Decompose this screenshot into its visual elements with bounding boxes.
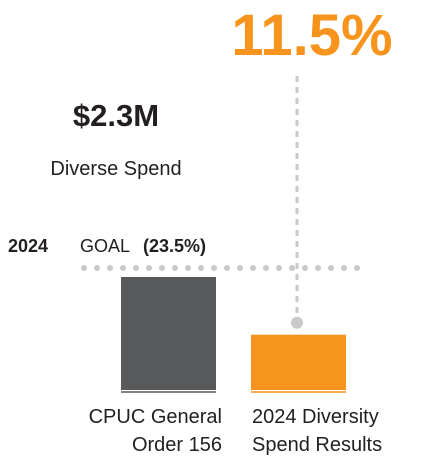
callout-dash [295,307,299,313]
amount: $2.3M [73,98,159,133]
callout-dash [295,241,299,247]
goal-dot [81,265,87,271]
goal-dot [94,265,100,271]
goal-dot [198,265,204,271]
callout-dash [295,175,299,181]
callout-dash [295,131,299,137]
callout-dot [291,316,303,329]
goal-dot [341,265,347,271]
callout-dash [295,109,299,115]
goal-dot [185,265,191,271]
goal-dot [354,265,360,271]
bar [251,334,346,390]
goal-dot [172,265,178,271]
goal-dot [250,265,256,271]
goal-dot [211,265,217,271]
goal-dot [120,265,126,271]
callout-dash [295,197,299,203]
goal-dot [315,265,321,271]
callout-dash [295,208,299,214]
category-label-box: CPUC General Order 156 [88,406,222,456]
callout-dash [295,263,299,269]
callout-dash [295,252,299,258]
category-label: CPUC General Order 156 [88,406,222,456]
callout-dash [295,98,299,104]
callout-dash [295,120,299,126]
goal-dot [289,265,295,271]
category-label: 2024 Diversity Spend Results [252,406,383,456]
callout-dash [295,76,299,82]
callout-dash [295,186,299,192]
callout-dash [295,274,299,280]
result-value: 11.5% [231,3,392,68]
goal-year: 2024 [8,236,48,256]
goal-dot [263,265,269,271]
callout-dash [295,153,299,159]
callout-dash [295,230,299,236]
goal-dot [159,265,165,271]
bar [121,277,216,390]
category-label-box: 2024 Diversity Spend Results [252,406,383,456]
goal-dot [224,265,230,271]
goal-dot [146,265,152,271]
callout-dash [295,164,299,170]
callout-dash [295,219,299,225]
callout-dash [295,87,299,93]
caption: Diverse Spend [50,158,181,180]
callout-dash [295,296,299,302]
goal-dot [237,265,243,271]
goal-text: GOAL [80,236,130,256]
goal-value: (23.5%) [143,236,206,256]
goal-dot [276,265,282,271]
goal-dot [133,265,139,271]
goal-dot [328,265,334,271]
goal-dot [302,265,308,271]
goal-dot [107,265,113,271]
callout-dash [295,285,299,291]
callout-dash [295,142,299,148]
